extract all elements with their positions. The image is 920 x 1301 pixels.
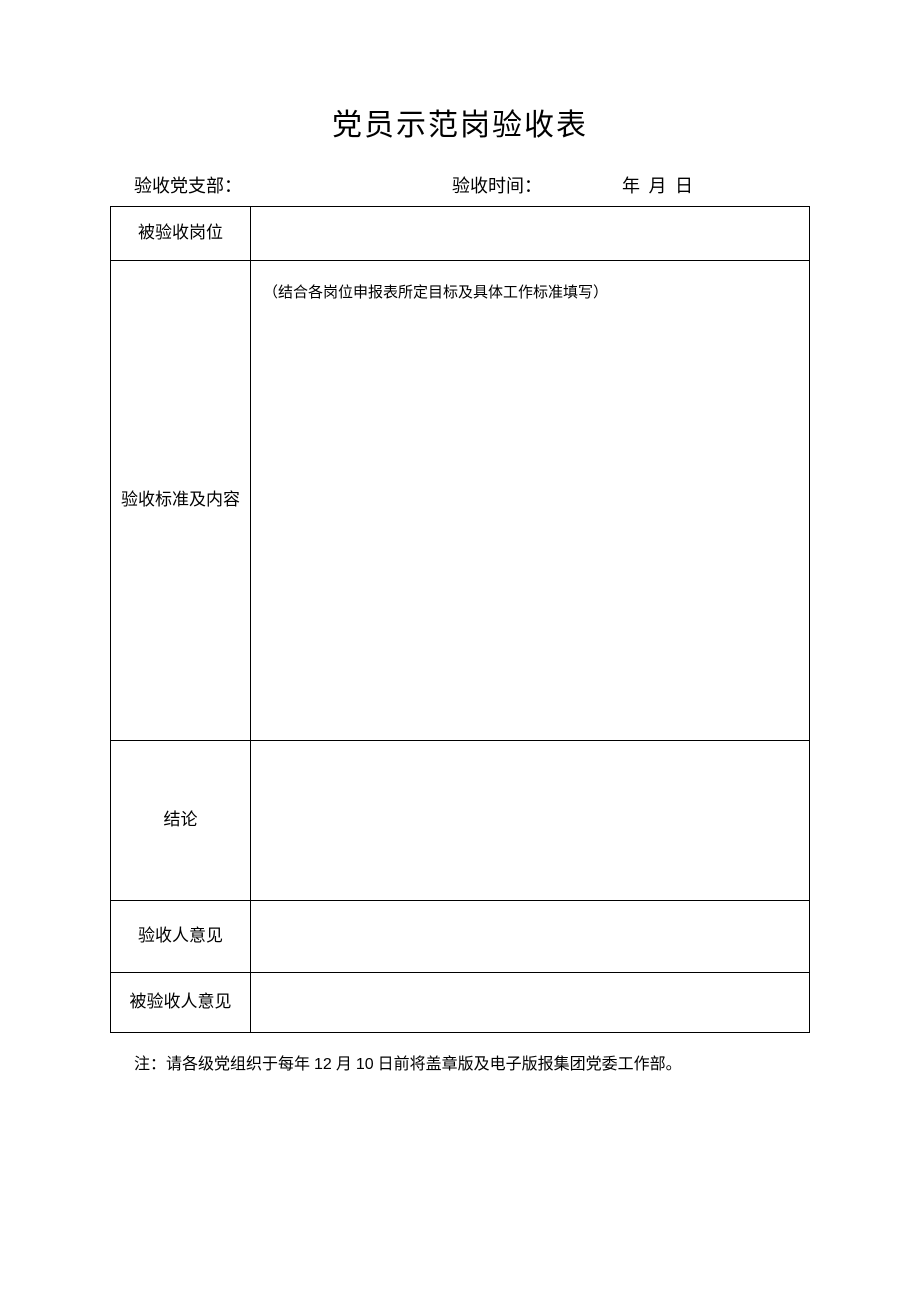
row-label-position: 被验收岗位: [111, 207, 251, 261]
time-label: 验收时间：: [452, 172, 622, 198]
inspection-table: 被验收岗位 验收标准及内容 （结合各岗位申报表所定目标及具体工作标准填写） 结论…: [110, 206, 810, 1033]
footer-month: 12: [314, 1056, 332, 1073]
table-row: 被验收人意见: [111, 972, 810, 1032]
row-label-conclusion: 结论: [111, 740, 251, 900]
row-label-inspector-opinion: 验收人意见: [111, 900, 251, 972]
row-value-conclusion: [251, 740, 810, 900]
row-value-standard: （结合各岗位申报表所定目标及具体工作标准填写）: [251, 260, 810, 740]
table-row: 验收标准及内容 （结合各岗位申报表所定目标及具体工作标准填写）: [111, 260, 810, 740]
row-label-inspectee-opinion: 被验收人意见: [111, 972, 251, 1032]
header-info-line: 验收党支部： 验收时间： 年 月 日: [110, 172, 810, 206]
row-value-inspector-opinion: [251, 900, 810, 972]
footer-day: 10: [356, 1056, 374, 1073]
page-container: 党员示范岗验收表 验收党支部： 验收时间： 年 月 日 被验收岗位 验收标准及内…: [0, 0, 920, 1082]
row-label-standard: 验收标准及内容: [111, 260, 251, 740]
branch-label: 验收党支部：: [134, 172, 452, 198]
row-value-inspectee-opinion: [251, 972, 810, 1032]
document-title: 党员示范岗验收表: [110, 100, 810, 144]
table-row: 结论: [111, 740, 810, 900]
date-placeholder: 年 月 日: [622, 172, 695, 198]
table-row: 验收人意见: [111, 900, 810, 972]
row-value-position: [251, 207, 810, 261]
footer-suffix: 日前将盖章版及电子版报集团党委工作部。: [374, 1056, 682, 1073]
table-row: 被验收岗位: [111, 207, 810, 261]
footer-note: 注：请各级党组织于每年 12 月 10 日前将盖章版及电子版报集团党委工作部。: [110, 1033, 810, 1082]
footer-prefix: 注：请各级党组织于每年: [134, 1056, 314, 1073]
footer-mid1: 月: [332, 1056, 356, 1073]
